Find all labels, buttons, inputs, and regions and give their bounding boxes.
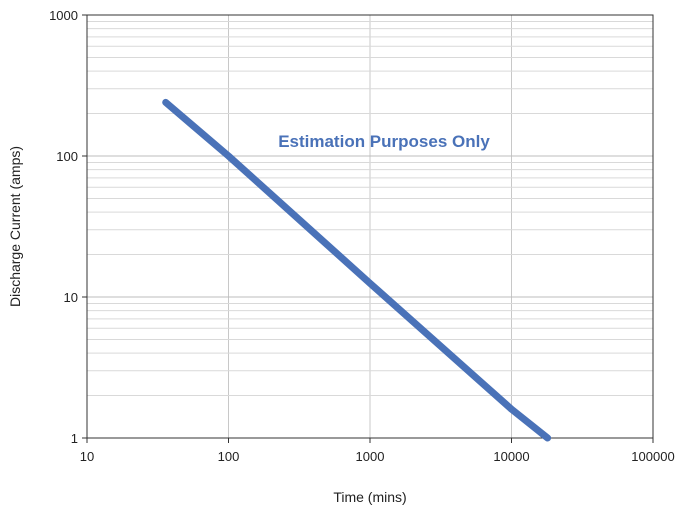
y-tick-label: 10 [64,290,78,305]
series-line [162,98,552,442]
x-tick-label: 10 [80,449,94,464]
y-tick-label: 1000 [49,8,78,23]
x-tick-label: 10000 [493,449,529,464]
y-tick-label: 100 [56,149,78,164]
x-tick-label: 1000 [356,449,385,464]
x-tick-label: 100000 [631,449,674,464]
chart-annotation: Estimation Purposes Only [278,132,490,151]
y-axis-label: Discharge Current (amps) [7,146,23,307]
y-tick-label: 1 [71,431,78,446]
x-axis-label: Time (mins) [333,489,406,505]
grid [86,15,654,439]
x-tick-label: 100 [218,449,240,464]
series [162,98,552,442]
